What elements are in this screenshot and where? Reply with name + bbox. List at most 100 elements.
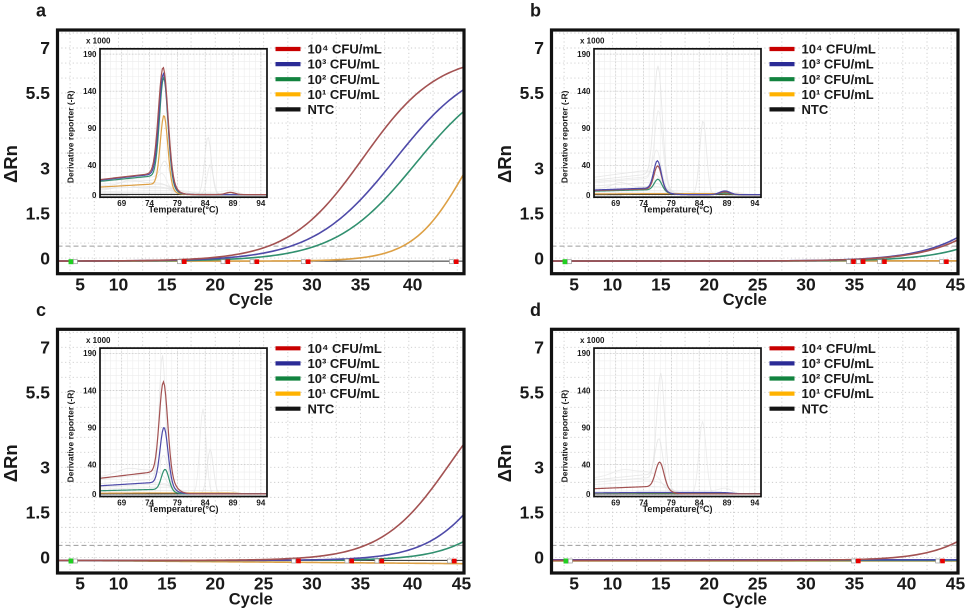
melt-inset: 0 40 90 140 190 69 74 79 84 89 94 x 1000 Temperature… <box>66 37 268 215</box>
inset-y-tick-label: 0 <box>586 490 591 499</box>
inset-x-tick-labels: 69 74 79 84 89 94 <box>117 199 266 208</box>
legend-label-cfu4: 10⁴ CFU/mL <box>308 341 382 356</box>
inset-melt-curves <box>593 159 761 196</box>
marker-white <box>177 259 182 265</box>
y-tick-label: 7 <box>40 38 50 58</box>
inset-x-tick-label: 79 <box>667 199 676 208</box>
x-tick-label: 5 <box>75 274 85 294</box>
inset-scale-note: x 1000 <box>580 37 605 46</box>
melt-curve-cfu4 <box>593 461 761 495</box>
amplification-curves <box>57 443 465 565</box>
inset-y-tick-label: 90 <box>88 124 97 133</box>
marker-white <box>449 259 454 265</box>
marker-white <box>939 259 944 265</box>
amplification-curve-cfu4 <box>57 66 465 262</box>
inset-y-tick-label: 0 <box>586 191 591 200</box>
y-tick-labels: 0 1.5 3 5.5 7 <box>26 338 51 568</box>
amplification-curves <box>551 540 959 562</box>
marker-white <box>291 558 297 564</box>
marker-white <box>220 259 226 265</box>
inset-x-tick-label: 69 <box>611 199 620 208</box>
inset-scale-note: x 1000 <box>86 336 111 345</box>
marker-red <box>882 259 887 264</box>
plot-border <box>55 28 466 276</box>
inset-x-axis-title: Temperature(°C) <box>643 504 713 514</box>
amplification-curve-cfu4 <box>551 239 959 262</box>
y-tick-label: 5.5 <box>520 83 545 103</box>
inset-y-tick-label: 40 <box>88 460 97 469</box>
panel-a: 5 10 15 20 25 30 35 40 0 1.5 3 5.5 7 Cycle ΔRn a 10⁴ CFU… <box>0 1 466 309</box>
marker-white <box>846 259 851 265</box>
inset-border <box>593 47 762 199</box>
panel-c: 5 10 15 20 25 30 35 40 45 0 1.5 3 5.5 7 Cycle ΔRn c 10⁴ C… <box>0 300 472 609</box>
legend-label-cfu4: 10⁴ CFU/mL <box>308 42 382 57</box>
inset-y-axis-title: Derivative reporter (-R) <box>66 390 76 483</box>
y-axis-title: ΔRn <box>494 145 515 183</box>
x-tick-label: 5 <box>75 574 85 594</box>
x-tick-label: 5 <box>569 574 579 594</box>
x-tick-label: 35 <box>845 274 865 294</box>
inset-x-tick-label: 69 <box>611 498 620 507</box>
inset-x-tick-label: 69 <box>117 498 126 507</box>
marker-red <box>452 558 457 564</box>
inset-x-tick-labels: 69 74 79 84 89 94 <box>117 498 266 507</box>
inset-x-tick-labels: 69 74 79 84 89 94 <box>611 498 760 507</box>
y-axis-title: ΔRn <box>494 444 515 482</box>
x-tick-label: 30 <box>302 574 322 594</box>
x-tick-label: 35 <box>845 574 865 594</box>
melt-curve-cfu3 <box>594 491 761 495</box>
y-tick-label: 1.5 <box>520 203 545 223</box>
amplification-curve-cfu3 <box>551 236 959 262</box>
inset-y-tick-label: 190 <box>83 349 97 358</box>
amplification-curve-cfu4 <box>57 443 465 562</box>
x-axis-title: Cycle <box>723 590 767 608</box>
y-tick-label: 0 <box>40 548 50 568</box>
x-tick-label: 20 <box>700 574 720 594</box>
x-tick-label: 30 <box>796 274 816 294</box>
x-tick-label: 15 <box>651 274 671 294</box>
inset-y-tick-label: 40 <box>582 161 591 170</box>
panel-d: 5 10 15 20 25 30 35 40 45 0 1.5 3 5.5 7 Cycle ΔRn d 10⁴ C… <box>494 300 966 609</box>
inset-y-axis-title: Derivative reporter (-R) <box>66 90 76 183</box>
marker-white <box>877 259 882 265</box>
melt-curve-cfu4 <box>99 66 267 196</box>
inset-y-tick-labels: 0 40 90 140 190 <box>577 349 591 499</box>
melt-curve-cfu4 <box>99 380 267 495</box>
inset-x-tick-label: 84 <box>695 199 704 208</box>
inset-x-axis-title: Temperature(°C) <box>643 205 713 215</box>
panel-letter-a: a <box>36 1 47 21</box>
x-tick-label: 25 <box>748 574 768 594</box>
x-tick-label: 20 <box>700 274 720 294</box>
inset-x-tick-label: 84 <box>695 498 704 507</box>
y-axis-title: ΔRn <box>0 444 21 482</box>
x-axis-title: Cycle <box>723 291 767 309</box>
inset-y-tick-labels: 0 40 90 140 190 <box>83 349 97 499</box>
marker-white <box>73 259 78 265</box>
y-tick-label: 3 <box>40 458 50 478</box>
marker-red <box>860 259 866 264</box>
marker-white <box>851 558 856 564</box>
inset-y-tick-label: 0 <box>92 191 97 200</box>
marker-red <box>181 259 187 264</box>
inset-scale-note: x 1000 <box>86 37 111 46</box>
inset-x-tick-label: 89 <box>229 199 238 208</box>
marker-red <box>349 558 355 564</box>
marker-red <box>254 259 260 264</box>
y-tick-label: 0 <box>40 248 50 268</box>
legend-label-cfu1: 10¹ CFU/mL <box>308 87 380 102</box>
x-tick-label: 25 <box>254 574 274 594</box>
y-tick-label: 1.5 <box>26 503 51 523</box>
legend-label-ntc: NTC <box>308 102 335 117</box>
x-tick-label: 30 <box>302 274 322 294</box>
inset-y-tick-label: 140 <box>577 386 591 395</box>
legend-label-cfu4: 10⁴ CFU/mL <box>802 341 876 356</box>
inset-y-tick-label: 90 <box>582 423 591 432</box>
inset-x-tick-label: 79 <box>173 498 182 507</box>
inset-y-tick-labels: 0 40 90 140 190 <box>83 50 97 200</box>
marker-red <box>856 558 861 564</box>
x-axis-title: Cycle <box>229 590 273 608</box>
inset-x-tick-label: 79 <box>667 498 676 507</box>
